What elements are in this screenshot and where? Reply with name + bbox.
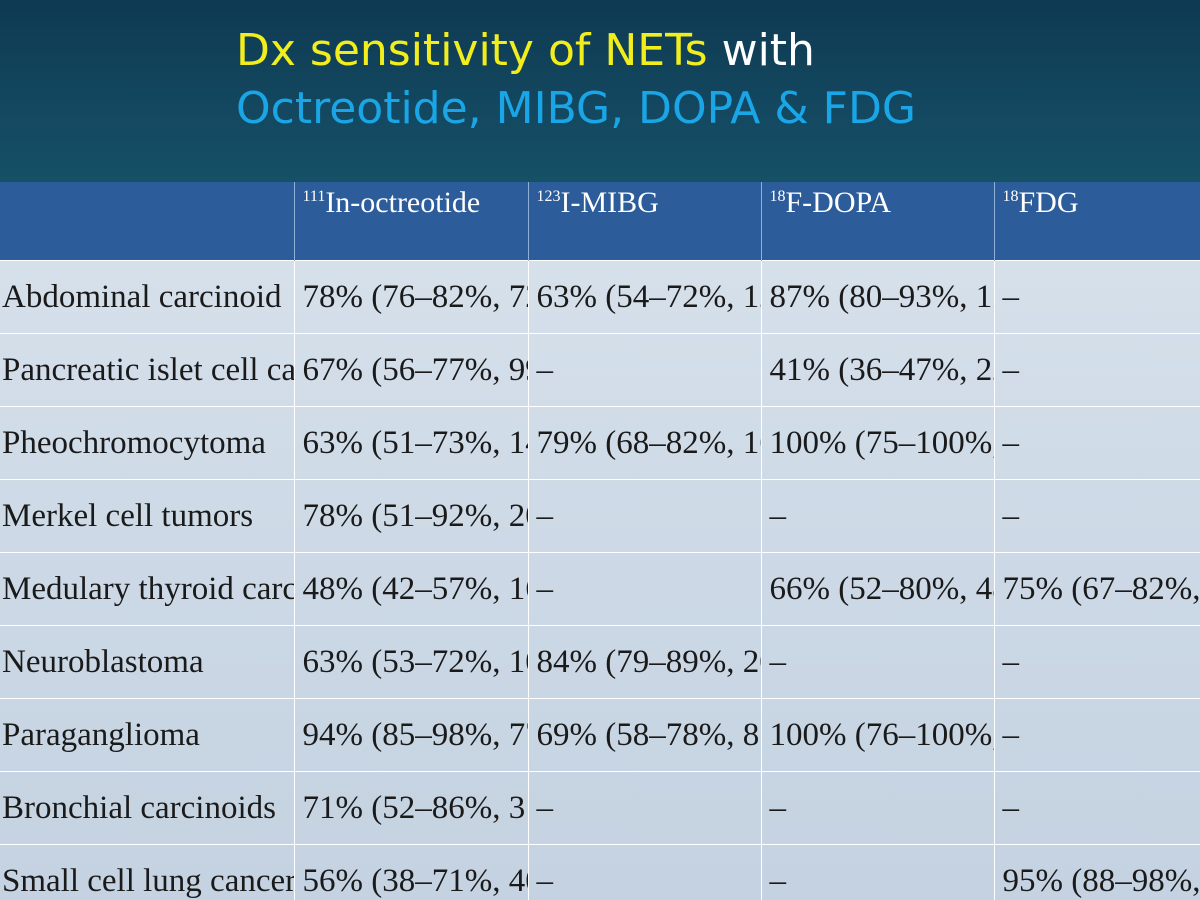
sensitivity-cell-in-octreotide: 56% (38–71%, 40): [294, 844, 529, 900]
sensitivity-cell-f-dopa: 87% (80–93%, 116): [761, 260, 995, 334]
tumor-type-cell: Bronchial carcinoids: [0, 771, 295, 845]
table-row: Pancreatic islet cell carcinoma67% (56–7…: [0, 333, 1200, 407]
sensitivity-cell-f-dopa: –: [761, 625, 995, 699]
sensitivity-cell-fdg: –: [994, 771, 1200, 845]
column-header-f-dopa: 18F-DOPA: [761, 182, 995, 261]
column-header-label: I-MIBG: [560, 186, 659, 219]
sensitivity-cell-i-mibg: –: [528, 844, 762, 900]
isotope-mass-number: 123: [536, 188, 561, 205]
table-row: Pheochromocytoma 63% (51–73%, 14) 79% (68–…: [0, 406, 1200, 480]
tumor-type-cell: Merkel cell tumors: [0, 479, 295, 553]
slide-title: Dx sensitivity of NETs with Octreotide, …: [236, 22, 916, 138]
title-banner: Dx sensitivity of NETs with Octreotide, …: [0, 0, 1200, 182]
sensitivity-cell-fdg: –: [994, 698, 1200, 772]
sensitivity-cell-in-octreotide: 78% (76–82%, 720): [294, 260, 529, 334]
sensitivity-cell-fdg: –: [994, 479, 1200, 553]
title-line-1: Dx sensitivity of NETs with: [236, 22, 916, 80]
table-row: Small cell lung cancer 56% (38–71%, 40) – –…: [0, 844, 1200, 900]
tumor-type-cell: Paraganglioma: [0, 698, 295, 772]
tumor-type-cell: Small cell lung cancer: [0, 844, 295, 900]
isotope-mass-number: 18: [1002, 188, 1019, 205]
column-header-i-mibg: 123I-MIBG: [528, 182, 762, 261]
sensitivity-cell-i-mibg: 69% (58–78%, 87): [528, 698, 762, 772]
column-header-label: In-octreotide: [325, 186, 481, 219]
sensitivity-cell-f-dopa: 100% (76–100%, 10): [761, 698, 995, 772]
title-connector: with: [721, 25, 815, 76]
sensitivity-cell-f-dopa: –: [761, 479, 995, 553]
sensitivity-cell-i-mibg: 79% (68–82%, 161): [528, 406, 762, 480]
sensitivity-cell-fdg: –: [994, 333, 1200, 407]
sensitivity-cell-f-dopa: 41% (36–47%, 22): [761, 333, 995, 407]
title-line-2: Octreotide, MIBG, DOPA & FDG: [236, 83, 916, 134]
sensitivity-cell-in-octreotide: 63% (51–73%, 14): [294, 406, 529, 480]
sensitivity-cell-in-octreotide: 67% (56–77%, 99): [294, 333, 529, 407]
sensitivity-cell-i-mibg: –: [528, 552, 762, 626]
sensitivity-cell-f-dopa: –: [761, 844, 995, 900]
column-header-label: F-DOPA: [785, 186, 892, 219]
table-row: Bronchial carcinoids 71% (52–86%, 31) – – –: [0, 771, 1200, 845]
table-row: Medulary thyroid carcinoma48% (42–57%, 1…: [0, 552, 1200, 626]
tumor-type-cell: Neuroblastoma: [0, 625, 295, 699]
sensitivity-cell-fdg: –: [994, 260, 1200, 334]
sensitivity-cell-fdg: –: [994, 625, 1200, 699]
sensitivity-table: 111In-octreotide 123I-MIBG 18F-DOPA 18FDG A…: [0, 182, 1200, 900]
table-row: Paraganglioma 94% (85–98%, 77) 69% (58–78%…: [0, 698, 1200, 772]
sensitivity-cell-i-mibg: 63% (54–72%, 125): [528, 260, 762, 334]
column-header-tracer-label: [0, 182, 295, 261]
table-area: 111In-octreotide 123I-MIBG 18F-DOPA 18FDG A…: [0, 182, 1200, 900]
sensitivity-cell-f-dopa: 66% (52–80%, 48): [761, 552, 995, 626]
sensitivity-cell-in-octreotide: 94% (85–98%, 77): [294, 698, 529, 772]
isotope-mass-number: 18: [769, 188, 786, 205]
sensitivity-cell-i-mibg: 84% (79–89%, 204): [528, 625, 762, 699]
sensitivity-cell-in-octreotide: 63% (53–72%, 105): [294, 625, 529, 699]
table-row: Merkel cell tumors 78% (51–92%, 20) – – –: [0, 479, 1200, 553]
table-header-row: 111In-octreotide 123I-MIBG 18F-DOPA 18FDG: [0, 182, 1200, 261]
sensitivity-cell-fdg: 95% (88–98%, 96): [994, 844, 1200, 900]
sensitivity-cell-fdg: 75% (67–82%, 128): [994, 552, 1200, 626]
column-header-label: FDG: [1018, 186, 1079, 219]
sensitivity-cell-in-octreotide: 48% (42–57%, 168): [294, 552, 529, 626]
sensitivity-cell-i-mibg: –: [528, 771, 762, 845]
sensitivity-cell-i-mibg: –: [528, 479, 762, 553]
sensitivity-cell-f-dopa: 100% (75–100%, 14): [761, 406, 995, 480]
sensitivity-cell-i-mibg: –: [528, 333, 762, 407]
isotope-mass-number: 111: [302, 188, 326, 205]
sensitivity-cell-f-dopa: –: [761, 771, 995, 845]
column-header-in-octreotide: 111In-octreotide: [294, 182, 529, 261]
tumor-type-cell: Medulary thyroid carcinoma: [0, 552, 295, 626]
column-header-fdg: 18FDG: [994, 182, 1200, 261]
tumor-type-cell: Pheochromocytoma: [0, 406, 295, 480]
tumor-type-cell: Abdominal carcinoid: [0, 260, 295, 334]
title-highlight: Dx sensitivity of NETs: [236, 25, 708, 76]
sensitivity-cell-in-octreotide: 71% (52–86%, 31): [294, 771, 529, 845]
tumor-type-cell: Pancreatic islet cell carcinoma: [0, 333, 295, 407]
sensitivity-cell-in-octreotide: 78% (51–92%, 20): [294, 479, 529, 553]
sensitivity-cell-fdg: –: [994, 406, 1200, 480]
